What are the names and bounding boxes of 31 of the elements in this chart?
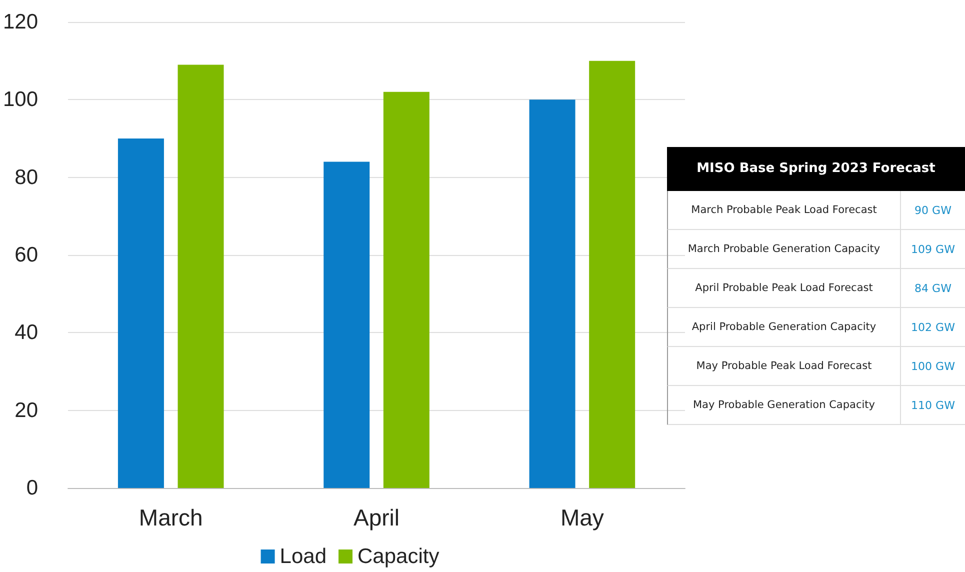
bar — [178, 64, 224, 488]
text: May Probable Peak Load Forecast — [668, 347, 901, 385]
y-tick-label: 0 — [26, 476, 38, 500]
y-tick-label: 80 — [14, 166, 38, 189]
text: MISO Base Spring 2023 Forecast — [667, 147, 965, 191]
x-tick-label: May — [560, 504, 604, 530]
text: 109 GW — [910, 242, 956, 256]
text: 90 GW — [914, 204, 952, 216]
text: March Probable Generation Capacity — [668, 230, 901, 268]
text: April Probable Generation Capacity — [668, 308, 901, 346]
y-tick-label: 100 — [2, 88, 38, 112]
bar — [118, 138, 164, 488]
text: May Probable Generation Capacity — [668, 386, 901, 424]
text: 110 GW — [910, 398, 956, 412]
bar — [589, 60, 636, 488]
bar — [383, 92, 430, 488]
text: 84 GW — [914, 282, 952, 294]
x-tick-label: April — [354, 504, 400, 530]
text: April Probable Peak Load Forecast — [668, 269, 901, 307]
text: 102 GW — [910, 320, 956, 334]
x-tick-label: March — [138, 504, 203, 530]
text: 100 GW — [910, 360, 956, 372]
y-tick-label: 20 — [14, 398, 38, 422]
y-tick-label: 120 — [2, 10, 38, 34]
text: March Probable Peak Load Forecast — [668, 191, 901, 229]
bar — [529, 100, 576, 488]
legend-label: Load — [280, 545, 327, 568]
y-tick-label: 40 — [14, 321, 38, 344]
legend-label: Capacity — [358, 545, 440, 568]
bar — [324, 162, 370, 488]
y-tick-label: 60 — [14, 244, 38, 266]
